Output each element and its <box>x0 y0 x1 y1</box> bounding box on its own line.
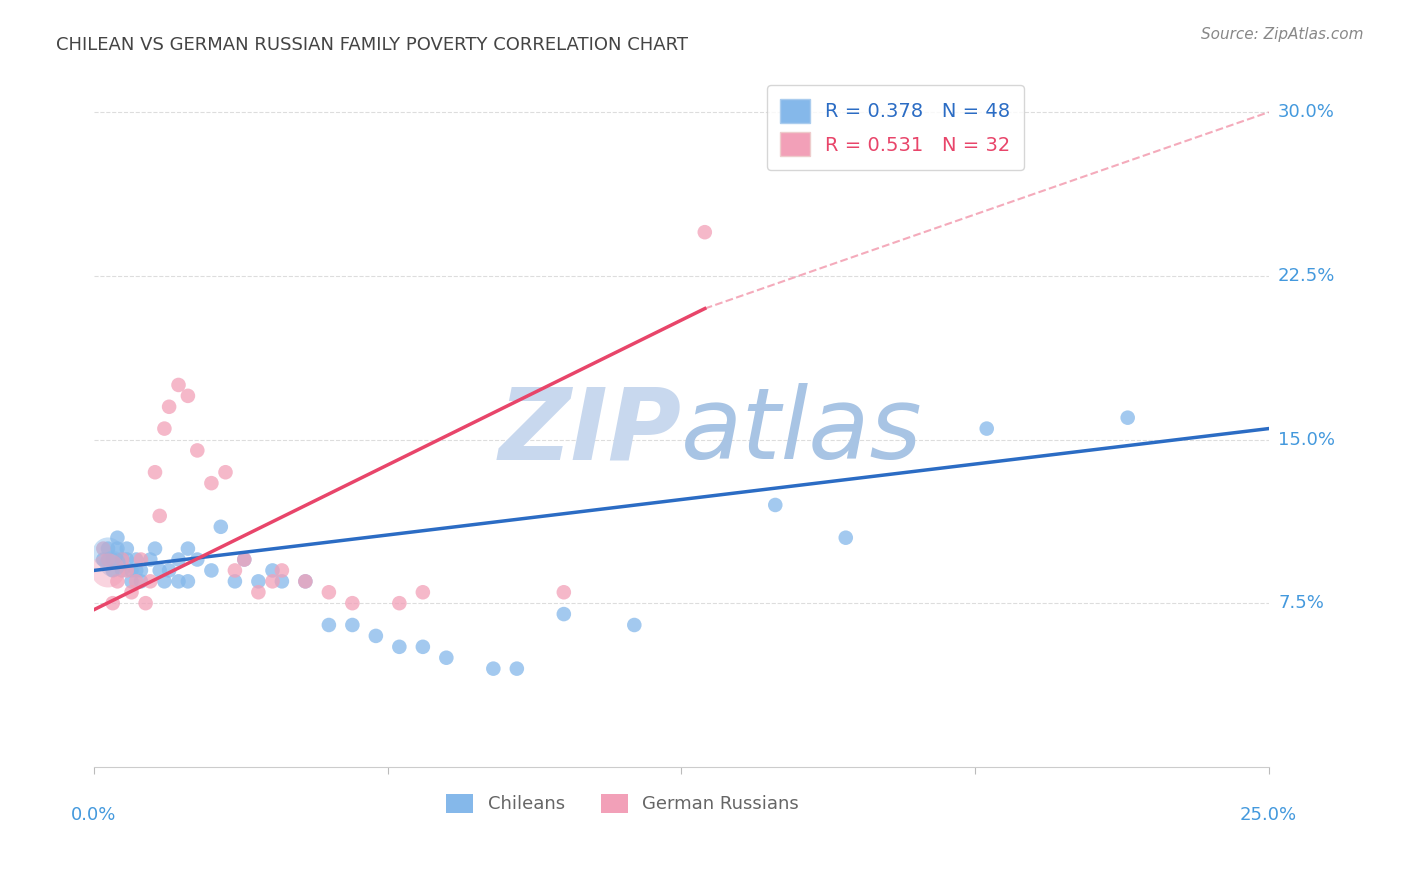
Point <box>224 564 246 578</box>
Point <box>342 596 364 610</box>
Point <box>167 378 190 392</box>
Point <box>200 564 222 578</box>
Text: CHILEAN VS GERMAN RUSSIAN FAMILY POVERTY CORRELATION CHART: CHILEAN VS GERMAN RUSSIAN FAMILY POVERTY… <box>56 36 689 54</box>
Point <box>101 557 124 571</box>
Point <box>115 564 138 578</box>
Point <box>412 640 434 654</box>
Point <box>115 552 138 566</box>
Point <box>318 618 340 632</box>
Text: Source: ZipAtlas.com: Source: ZipAtlas.com <box>1201 27 1364 42</box>
Point <box>125 552 148 566</box>
Point <box>157 400 180 414</box>
Point <box>262 574 284 589</box>
Point <box>97 541 120 556</box>
Point <box>111 552 134 566</box>
Point <box>233 552 256 566</box>
Point <box>247 574 270 589</box>
Point <box>342 618 364 632</box>
Point <box>97 564 120 578</box>
Point <box>553 585 575 599</box>
Point <box>149 508 172 523</box>
Point <box>388 596 411 610</box>
Point <box>107 541 129 556</box>
Point <box>97 552 120 566</box>
Point <box>482 662 505 676</box>
Text: 22.5%: 22.5% <box>1278 267 1336 285</box>
Point <box>224 574 246 589</box>
Point <box>167 574 190 589</box>
Point <box>506 662 529 676</box>
Point <box>139 552 162 566</box>
Point <box>129 552 152 566</box>
Text: 7.5%: 7.5% <box>1278 594 1324 612</box>
Point <box>101 564 124 578</box>
Point <box>111 564 134 578</box>
Point <box>153 574 176 589</box>
Point <box>623 618 645 632</box>
Point <box>111 552 134 566</box>
Point <box>167 552 190 566</box>
Text: 25.0%: 25.0% <box>1240 806 1298 824</box>
Point <box>149 564 172 578</box>
Point <box>125 574 148 589</box>
Point <box>262 564 284 578</box>
Point <box>177 541 200 556</box>
Point <box>200 476 222 491</box>
Point <box>97 546 120 560</box>
Point <box>153 421 176 435</box>
Point <box>125 564 148 578</box>
Point <box>135 596 157 610</box>
Point <box>364 629 387 643</box>
Point <box>186 443 208 458</box>
Point <box>121 574 143 589</box>
Point <box>121 564 143 578</box>
Legend: Chileans, German Russians: Chileans, German Russians <box>439 787 806 821</box>
Point <box>129 564 152 578</box>
Point <box>318 585 340 599</box>
Point <box>139 574 162 589</box>
Point <box>835 531 858 545</box>
Point <box>107 574 129 589</box>
Point <box>143 541 166 556</box>
Point <box>553 607 575 621</box>
Point <box>270 574 292 589</box>
Point <box>763 498 786 512</box>
Point <box>157 564 180 578</box>
Point <box>101 552 124 566</box>
Point <box>693 225 716 239</box>
Point <box>101 596 124 610</box>
Point <box>388 640 411 654</box>
Point <box>143 465 166 479</box>
Point <box>412 585 434 599</box>
Point <box>91 541 114 556</box>
Point <box>121 585 143 599</box>
Point <box>270 564 292 578</box>
Point <box>976 421 998 435</box>
Point <box>214 465 236 479</box>
Point <box>91 552 114 566</box>
Point <box>1116 410 1139 425</box>
Point <box>209 520 232 534</box>
Point <box>294 574 316 589</box>
Point <box>115 541 138 556</box>
Point <box>294 574 316 589</box>
Text: 0.0%: 0.0% <box>72 806 117 824</box>
Text: 15.0%: 15.0% <box>1278 431 1336 449</box>
Point <box>177 389 200 403</box>
Text: ZIP: ZIP <box>498 384 682 480</box>
Point <box>247 585 270 599</box>
Point <box>233 552 256 566</box>
Point <box>129 574 152 589</box>
Text: 30.0%: 30.0% <box>1278 103 1334 121</box>
Point <box>177 574 200 589</box>
Text: atlas: atlas <box>682 384 922 480</box>
Point <box>434 650 457 665</box>
Point <box>186 552 208 566</box>
Point <box>107 531 129 545</box>
